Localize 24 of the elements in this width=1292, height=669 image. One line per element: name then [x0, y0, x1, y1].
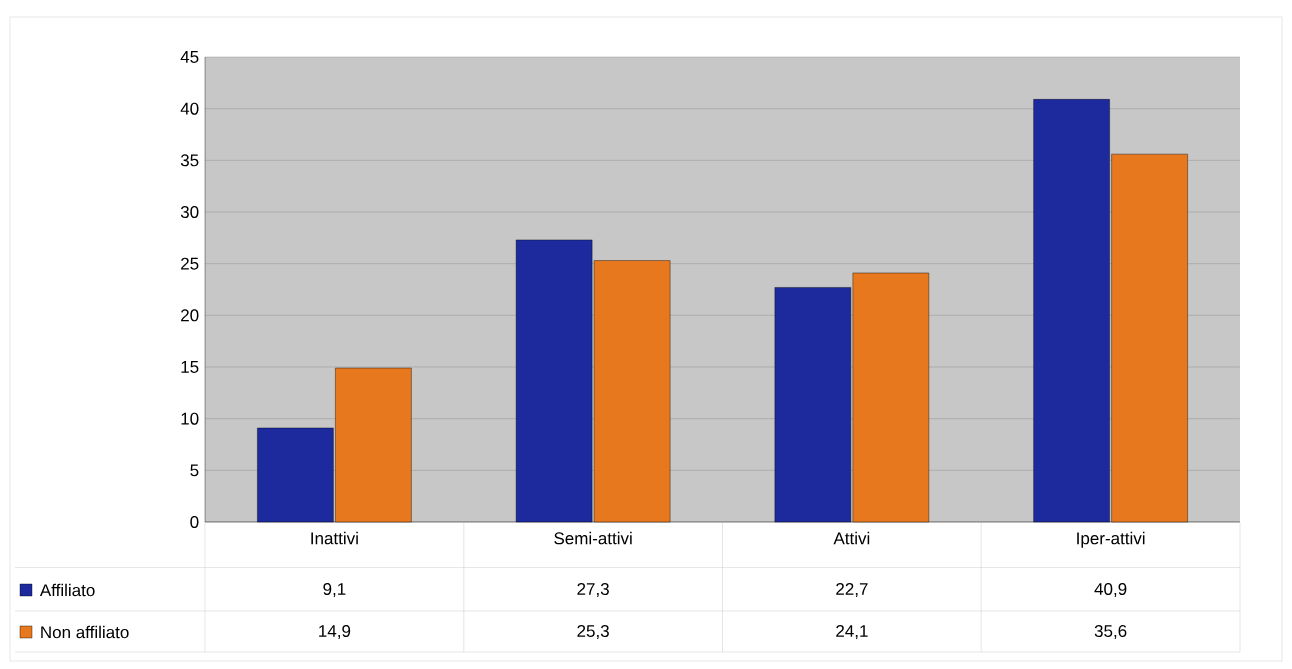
data-label: 22,7: [836, 582, 868, 598]
y-tick-label: 40: [180, 102, 199, 115]
y-tick-label: 35: [180, 154, 199, 167]
x-tick-label: Semi-attivi: [554, 531, 632, 545]
y-tick-label: 20: [181, 309, 199, 322]
y-tick-label: 25: [181, 257, 199, 270]
y-tick-label: 30: [180, 205, 199, 219]
y-tick-label: 5: [190, 464, 199, 477]
data-label: 35,6: [1094, 624, 1127, 640]
data-label: 24,1: [836, 624, 868, 640]
x-tick-label: Attivi: [833, 531, 870, 545]
legend-label: Affiliato: [39, 583, 95, 597]
y-tick-label: 10: [181, 412, 199, 425]
data-label: 40,9: [1094, 582, 1127, 598]
y-tick-label: 15: [181, 361, 199, 373]
data-label: 9,1: [323, 582, 346, 598]
legend-label: Non affiliato: [41, 625, 129, 639]
data-label: 14,9: [319, 624, 351, 640]
data-label: 27,3: [577, 582, 609, 598]
y-tick-label: 0: [190, 515, 199, 529]
x-tick-label: Iper-attivi: [1077, 531, 1145, 548]
x-tick-label: Inattivi: [311, 531, 358, 545]
y-tick-label: 45: [180, 51, 199, 63]
data-label: 25,3: [577, 624, 609, 640]
